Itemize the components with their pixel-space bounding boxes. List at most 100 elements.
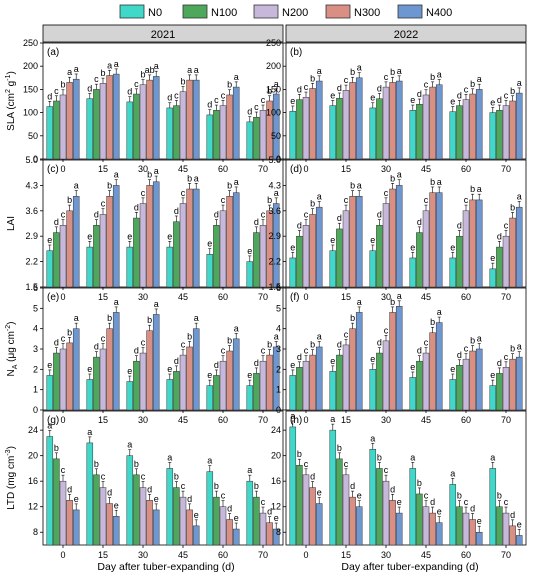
significance-letter: e — [357, 491, 362, 501]
x-tick-label: 30 — [138, 415, 148, 425]
significance-letter: d — [457, 220, 462, 230]
significance-letter: a — [234, 72, 239, 82]
bar-n0-day-45 — [166, 246, 174, 288]
panel-label: (e) — [47, 292, 59, 303]
bar-n300-day-45 — [186, 509, 193, 546]
bar-n300-day-60 — [469, 199, 476, 288]
bar-n100-day-45 — [416, 360, 423, 411]
bar-n300-day-30 — [389, 188, 396, 288]
significance-letter: e — [87, 231, 92, 241]
x-tick-label: 45 — [421, 292, 431, 302]
significance-letter: b — [100, 68, 105, 78]
x-tick-label: 45 — [421, 415, 431, 425]
significance-letter: d — [47, 91, 52, 101]
significance-letter: b — [187, 173, 192, 183]
y-tick-label: 24 — [271, 425, 281, 435]
panel-c: (c)1.52.22.93.64.35.00edcba15edcba30edcb… — [25, 155, 284, 302]
x-tick-label: 30 — [138, 164, 148, 174]
significance-letter: c — [464, 84, 469, 94]
bar-n400-day-0 — [72, 196, 80, 288]
legend-label-n400: N400 — [426, 7, 452, 19]
bar-n200-day-60 — [219, 210, 227, 288]
bar-n200-day-30 — [382, 340, 390, 411]
significance-letter: b — [227, 80, 232, 90]
x-tick-label: 60 — [461, 292, 471, 302]
bar-n0-day-30 — [369, 369, 377, 411]
y-tick-label: 50 — [28, 131, 38, 141]
bar-n0-day-15 — [329, 250, 337, 288]
bar-n200-day-15 — [342, 210, 350, 288]
x-tick-label: 30 — [138, 550, 148, 560]
bar-n100-day-30 — [133, 474, 140, 546]
bar-n300-day-0 — [309, 88, 316, 160]
bar-n100-day-0 — [296, 99, 303, 160]
significance-letter: b — [497, 491, 502, 501]
bar-n400-day-60 — [232, 528, 240, 546]
bar-n0-day-0 — [289, 257, 297, 288]
legend-swatch-n300 — [325, 4, 351, 19]
y-axis-label-row-3: NA (μg cm-2) — [5, 321, 19, 376]
bar-n100-day-15 — [336, 97, 343, 160]
significance-letter: e — [450, 96, 455, 106]
significance-letter: d — [54, 217, 59, 227]
significance-letter: a — [397, 291, 402, 301]
x-tick-label: 0 — [60, 415, 65, 425]
bar-n0-day-0 — [289, 110, 297, 160]
ylabel-part: (μg cm — [6, 331, 17, 365]
bar-n400-day-45 — [435, 192, 443, 288]
bar-n100-day-15 — [336, 228, 343, 288]
bar-n200-day-60 — [219, 105, 227, 160]
y-tick-label: 5 — [276, 303, 281, 313]
significance-letter: b — [214, 481, 219, 491]
bar-n400-day-70 — [272, 93, 280, 160]
significance-letter: d — [207, 100, 212, 110]
significance-letter: c — [221, 195, 226, 205]
significance-letter: a — [517, 78, 522, 88]
x-tick-label: 15 — [341, 292, 351, 302]
y-tick-label: 12 — [271, 502, 281, 512]
significance-letter: d — [470, 503, 475, 513]
x-tick-label: 70 — [258, 550, 268, 560]
bar-n400-day-30 — [152, 509, 160, 546]
significance-letter: d — [417, 346, 422, 356]
y-tick-label: 16 — [28, 476, 38, 486]
y-tick-label: 50 — [271, 131, 281, 141]
bar-n100-day-45 — [416, 103, 423, 160]
significance-letter: d — [214, 210, 219, 220]
bar-n300-day-15 — [349, 196, 356, 288]
significance-letter: e — [490, 370, 495, 380]
significance-letter: a — [274, 331, 279, 341]
bar-n400-day-45 — [192, 328, 200, 411]
y-tick-label: 1 — [276, 385, 281, 395]
bar-n0-day-70 — [489, 468, 497, 546]
x-tick-label: 60 — [218, 550, 228, 560]
legend-label-n200: N200 — [282, 7, 308, 19]
bar-n100-day-70 — [253, 116, 260, 160]
y-tick-label: 0 — [276, 154, 281, 164]
bar-n0-day-30 — [126, 381, 134, 411]
bar-n300-day-70 — [266, 522, 273, 546]
x-tick-label: 15 — [98, 550, 108, 560]
y-tick-label: 12 — [28, 502, 38, 512]
bar-n400-day-60 — [232, 338, 240, 411]
bar-n300-day-15 — [106, 75, 113, 160]
legend-label-n100: N100 — [211, 7, 237, 19]
significance-letter: a — [74, 181, 79, 191]
significance-letter: e — [274, 513, 279, 523]
x-tick-label: 60 — [218, 415, 228, 425]
bar-n300-day-60 — [469, 519, 476, 546]
bar-n400-day-30 — [395, 306, 403, 411]
y-tick-label: 2 — [276, 364, 281, 374]
x-tick-label: 0 — [303, 292, 308, 302]
y-tick-label: 4.3 — [25, 180, 38, 190]
significance-letter: b — [510, 86, 515, 96]
significance-letter: e — [317, 487, 322, 497]
significance-letter: c — [344, 459, 349, 469]
bar-n100-day-70 — [253, 496, 260, 546]
significance-letter: e — [517, 519, 522, 529]
significance-letter: b — [350, 313, 355, 323]
bar-n0-day-70 — [246, 121, 254, 160]
significance-letter: b — [54, 443, 59, 453]
significance-letter: e — [167, 364, 172, 374]
x-tick-label: 60 — [218, 292, 228, 302]
